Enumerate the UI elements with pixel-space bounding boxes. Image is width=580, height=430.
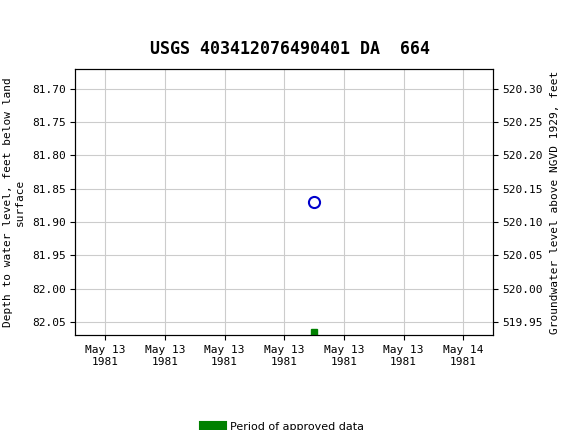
Text: ≡USGS: ≡USGS <box>17 16 84 36</box>
Legend: Period of approved data: Period of approved data <box>200 418 368 430</box>
Text: USGS 403412076490401 DA  664: USGS 403412076490401 DA 664 <box>150 40 430 58</box>
Y-axis label: Groundwater level above NGVD 1929, feet: Groundwater level above NGVD 1929, feet <box>550 71 560 334</box>
Y-axis label: Depth to water level, feet below land
surface: Depth to water level, feet below land su… <box>3 77 25 327</box>
